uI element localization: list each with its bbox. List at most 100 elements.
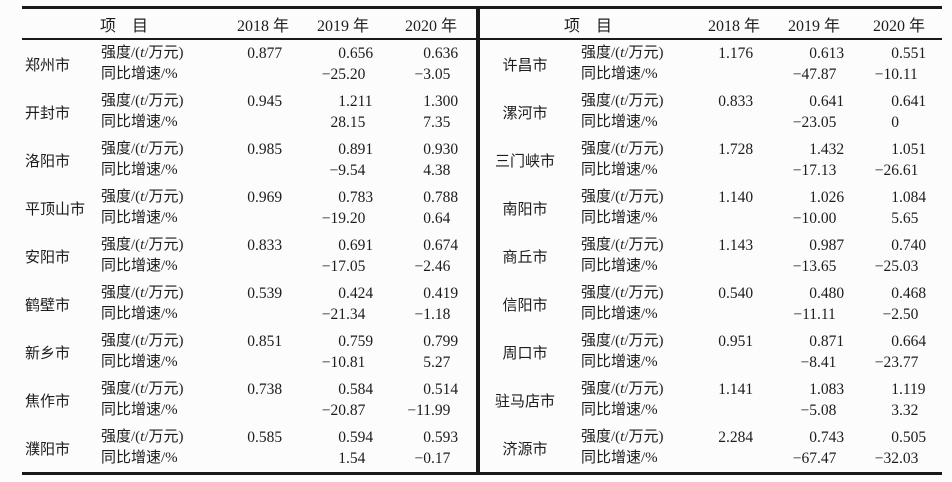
number-fraction-part: .877 bbox=[255, 45, 283, 62]
number-fraction-part: .65 bbox=[817, 258, 837, 275]
intensity-value: 0.783 bbox=[310, 187, 376, 208]
intensity-value: 1.176 bbox=[712, 43, 756, 64]
city-row: 濮阳市 强度/(t/万元) 同比增速/% 0.585 0.594 1.54 0.593 −0.… bbox=[22, 424, 476, 472]
year-values: 0.738 bbox=[226, 379, 300, 421]
intensity-value: 0.743 bbox=[781, 427, 847, 448]
number-fraction-part: .664 bbox=[899, 333, 927, 350]
growth-value-line: 28.15 bbox=[300, 112, 386, 133]
growth-value: −17.13 bbox=[781, 160, 847, 181]
intensity-label: 强度/(t/万元) bbox=[101, 379, 226, 400]
number-integer-part: −13 bbox=[792, 258, 817, 275]
intensity-label-prefix: 强度/( bbox=[101, 237, 141, 253]
growth-value: −2.50 bbox=[869, 304, 929, 325]
growth-label: 同比增速/% bbox=[581, 114, 658, 130]
intensity-label-variable: t bbox=[140, 45, 145, 61]
intensity-label: 强度/(t/万元) bbox=[581, 43, 696, 64]
number-fraction-part: .871 bbox=[817, 333, 845, 350]
intensity-label: 强度/(t/万元) bbox=[581, 187, 696, 208]
intensity-value: 1.026 bbox=[781, 187, 847, 208]
number-fraction-part: .54 bbox=[346, 162, 366, 179]
growth-label: 同比增速/% bbox=[101, 258, 178, 274]
intensity-label: 强度/(t/万元) bbox=[581, 235, 696, 256]
city-row: 济源市 强度/(t/万元) 同比增速/% 2.284 0.743 −67.47 0.505−… bbox=[480, 424, 942, 472]
number-integer-part: 0 bbox=[338, 45, 346, 62]
intensity-label-suffix: /万元) bbox=[144, 237, 184, 253]
intensity-value: 0.871 bbox=[781, 331, 847, 352]
city-name: 新乡市 bbox=[25, 345, 71, 362]
intensity-value: 0.594 bbox=[310, 427, 376, 448]
growth-value-line: −0.17 bbox=[386, 448, 476, 469]
number-fraction-part: .833 bbox=[726, 93, 754, 110]
intensity-label-prefix: 强度/( bbox=[101, 189, 141, 205]
intensity-label-prefix: 强度/( bbox=[101, 93, 141, 109]
intensity-value: 0.539 bbox=[241, 283, 285, 304]
number-fraction-part: .584 bbox=[346, 381, 374, 398]
number-integer-part: 0 bbox=[809, 285, 817, 302]
intensity-label-prefix: 强度/( bbox=[101, 333, 141, 349]
number-integer-part: 1 bbox=[338, 93, 346, 110]
intensity-value-line: 1.211 bbox=[300, 91, 386, 112]
number-integer-part: 0 bbox=[423, 45, 431, 62]
table-divider bbox=[476, 6, 480, 475]
number-fraction-part: .50 bbox=[899, 306, 919, 323]
growth-label: 同比增速/% bbox=[581, 354, 658, 370]
item-labels: 强度/(t/万元) 同比增速/% bbox=[570, 427, 696, 469]
intensity-value: 1.141 bbox=[712, 379, 756, 400]
growth-label: 同比增速/% bbox=[101, 210, 178, 226]
intensity-label-suffix: /万元) bbox=[624, 141, 664, 157]
city-name: 商丘市 bbox=[502, 249, 548, 266]
intensity-value-line: 0.788 bbox=[386, 187, 476, 208]
intensity-label-suffix: /万元) bbox=[624, 189, 664, 205]
number-fraction-part: .514 bbox=[431, 381, 459, 398]
city-row: 新乡市 强度/(t/万元) 同比增速/% 0.851 0.759 −10.81 0.799 5… bbox=[22, 328, 476, 376]
growth-value: −11.11 bbox=[781, 304, 847, 325]
growth-value: −10.81 bbox=[310, 352, 376, 373]
number-integer-part: −23 bbox=[874, 354, 899, 371]
number-integer-part: −10 bbox=[792, 210, 817, 227]
year-values: 0.514 −11.99 bbox=[386, 379, 476, 421]
header-year-2019: 2019 年 bbox=[787, 17, 840, 35]
number-integer-part: 1 bbox=[718, 189, 726, 206]
intensity-value-line: 0.594 bbox=[300, 427, 386, 448]
table-left: 项 目 2018 年 2019 年 2020 年 郑州市 强度/(t/万元) 同比增… bbox=[22, 6, 476, 475]
growth-label: 同比增速/% bbox=[101, 450, 178, 466]
intensity-value: 1.084 bbox=[869, 187, 929, 208]
number-integer-part: −19 bbox=[321, 210, 346, 227]
number-integer-part: −8 bbox=[800, 354, 818, 371]
year-values: 0.419 −1.18 bbox=[386, 283, 476, 325]
number-fraction-part: .141 bbox=[726, 381, 754, 398]
growth-value-line bbox=[696, 208, 772, 229]
growth-label: 同比增速/% bbox=[581, 258, 658, 274]
intensity-label-variable: t bbox=[140, 285, 145, 301]
number-fraction-part: .551 bbox=[899, 45, 927, 62]
header-year-2020: 2020 年 bbox=[872, 17, 925, 35]
growth-value-line: −47.87 bbox=[772, 64, 856, 85]
intensity-value: 0.468 bbox=[869, 283, 929, 304]
number-integer-part: 0 bbox=[891, 93, 899, 110]
growth-value-line bbox=[696, 304, 772, 325]
table-left-body: 郑州市 强度/(t/万元) 同比增速/% 0.877 0.656 −25.20 0.636−… bbox=[22, 40, 476, 472]
growth-value-line: −5.08 bbox=[772, 400, 856, 421]
intensity-label-suffix: /万元) bbox=[144, 141, 184, 157]
growth-value: −0.17 bbox=[401, 448, 461, 469]
number-integer-part: 2 bbox=[718, 429, 726, 446]
city-name: 南阳市 bbox=[502, 201, 548, 218]
year-values: 0.877 bbox=[226, 43, 300, 85]
intensity-value: 0.951 bbox=[712, 331, 756, 352]
intensity-label: 强度/(t/万元) bbox=[101, 331, 226, 352]
number-fraction-part: .20 bbox=[346, 210, 366, 227]
number-integer-part: −1 bbox=[414, 306, 432, 323]
number-integer-part: −25 bbox=[874, 258, 899, 275]
intensity-label: 强度/(t/万元) bbox=[581, 91, 696, 112]
year-values: 0.740 −25.03 bbox=[856, 235, 942, 277]
city-row: 周口市 强度/(t/万元) 同比增速/% 0.951 0.871 −8.41 0.664 −2… bbox=[480, 328, 942, 376]
number-integer-part: 0 bbox=[247, 381, 255, 398]
intensity-label: 强度/(t/万元) bbox=[581, 139, 696, 160]
intensity-value-line: 1.728 bbox=[696, 139, 772, 160]
number-integer-part: 0 bbox=[247, 285, 255, 302]
growth-label: 同比增速/% bbox=[101, 162, 178, 178]
year-values: 0.871 −8.41 bbox=[772, 331, 856, 373]
growth-value: −67.47 bbox=[781, 448, 847, 469]
item-labels: 强度/(t/万元) 同比增速/% bbox=[98, 379, 226, 421]
growth-value: 28.15 bbox=[310, 112, 376, 133]
